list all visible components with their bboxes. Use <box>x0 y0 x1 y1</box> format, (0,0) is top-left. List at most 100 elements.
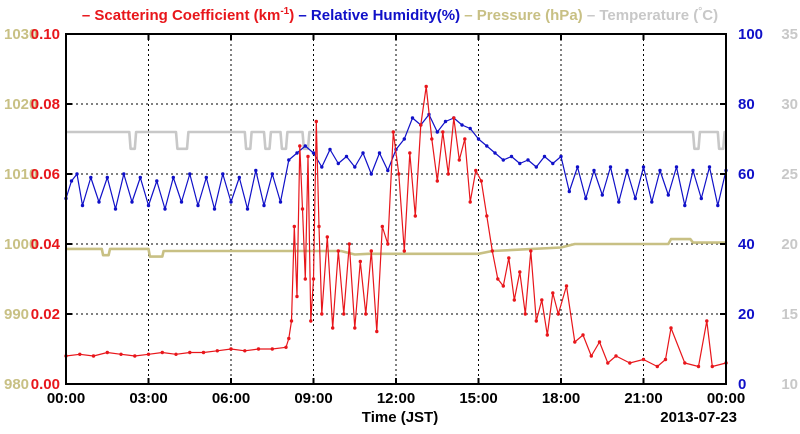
grid <box>66 34 726 384</box>
x-axis-label: Time (JST) <box>362 409 438 426</box>
data-point <box>490 249 494 253</box>
data-point <box>237 175 241 180</box>
y-tick-label-pressure: 1020 <box>4 96 37 113</box>
data-point <box>584 196 588 201</box>
data-point <box>529 249 533 253</box>
y-tick-label-humidity: 80 <box>738 96 755 113</box>
legend: – Scattering Coefficient (km-1) – Relati… <box>82 6 718 24</box>
y-tick-label-humidity: 40 <box>738 236 755 253</box>
data-point <box>80 203 85 208</box>
data-point <box>215 349 219 353</box>
data-point <box>641 357 646 362</box>
data-point <box>542 154 547 159</box>
data-point <box>468 126 472 131</box>
data-point <box>122 172 126 176</box>
data-point <box>287 158 291 162</box>
data-point <box>212 207 217 211</box>
data-point <box>567 189 571 194</box>
x-tick-label: 15:00 <box>459 390 497 407</box>
x-tick-label: 00:00 <box>707 390 745 407</box>
data-point <box>386 242 390 246</box>
data-point <box>435 130 439 134</box>
data-point <box>696 364 701 369</box>
data-point <box>320 312 324 316</box>
data-point <box>413 214 417 218</box>
data-point <box>485 214 489 218</box>
data-point <box>707 165 712 169</box>
x-tick-label: 00:00 <box>47 390 85 407</box>
data-point <box>608 165 613 169</box>
legend-entry: – Scattering Coefficient (km <box>82 7 280 24</box>
data-point <box>243 349 247 353</box>
date-label: 2013-07-23 <box>660 409 737 426</box>
data-point <box>518 161 522 166</box>
data-point <box>97 200 101 204</box>
legend-entry-sup: -1 <box>280 6 289 17</box>
data-point <box>171 175 175 180</box>
data-point <box>361 151 365 155</box>
data-point <box>119 352 123 356</box>
data-point <box>221 172 225 176</box>
data-point <box>435 179 439 183</box>
data-point <box>463 137 467 141</box>
data-point <box>402 137 406 141</box>
y-tick-label-temperature: 10 <box>781 376 798 393</box>
y-tick-label-temperature: 15 <box>781 306 798 323</box>
data-point <box>311 277 316 281</box>
data-point <box>523 312 527 316</box>
data-point <box>295 294 299 299</box>
y-tick-label-scattering: 0.00 <box>31 376 60 393</box>
data-point <box>245 207 250 211</box>
data-point <box>650 200 654 204</box>
data-point <box>592 168 596 173</box>
data-point <box>317 224 321 229</box>
data-point <box>375 329 379 334</box>
y-tick-label-temperature: 30 <box>781 96 798 113</box>
data-point <box>705 319 709 323</box>
series-line <box>66 237 726 258</box>
data-point <box>331 326 335 330</box>
y-tick-label-scattering: 0.04 <box>31 236 61 253</box>
data-point <box>419 123 423 127</box>
data-point <box>344 154 349 159</box>
data-point <box>691 168 695 173</box>
data-point <box>325 235 329 239</box>
x-tick-label: 18:00 <box>542 390 580 407</box>
data-point <box>479 179 483 183</box>
x-tick-label: 03:00 <box>129 390 167 407</box>
x-tick-label: 21:00 <box>624 390 662 407</box>
data-point <box>328 147 332 152</box>
data-point <box>663 357 668 362</box>
y-tick-label-scattering: 0.02 <box>31 306 60 323</box>
data-point <box>89 175 93 180</box>
data-point <box>188 172 192 176</box>
data-point <box>386 168 390 173</box>
data-point <box>188 350 192 355</box>
data-point <box>674 165 679 169</box>
y-tick-label-pressure: 1000 <box>4 236 37 253</box>
data-point <box>493 151 497 155</box>
data-point <box>633 196 637 201</box>
y-tick-label-humidity: 20 <box>738 306 755 323</box>
y-tick-label-humidity: 100 <box>738 26 763 43</box>
data-point <box>113 207 118 211</box>
legend-entry-sup: ° <box>698 6 702 17</box>
data-point <box>424 84 428 89</box>
data-point <box>287 336 291 341</box>
data-point <box>408 151 412 155</box>
data-point <box>204 175 208 180</box>
data-point <box>526 158 530 162</box>
data-point <box>658 168 662 173</box>
data-point <box>311 151 316 155</box>
data-point <box>196 203 200 208</box>
data-point <box>336 249 340 253</box>
data-point <box>364 312 368 316</box>
data-point <box>353 326 357 330</box>
data-point <box>336 161 340 166</box>
data-point <box>289 319 294 323</box>
data-point <box>262 203 266 208</box>
data-point <box>628 361 632 365</box>
data-point <box>377 151 382 155</box>
data-point <box>501 158 505 162</box>
data-point <box>303 144 307 148</box>
